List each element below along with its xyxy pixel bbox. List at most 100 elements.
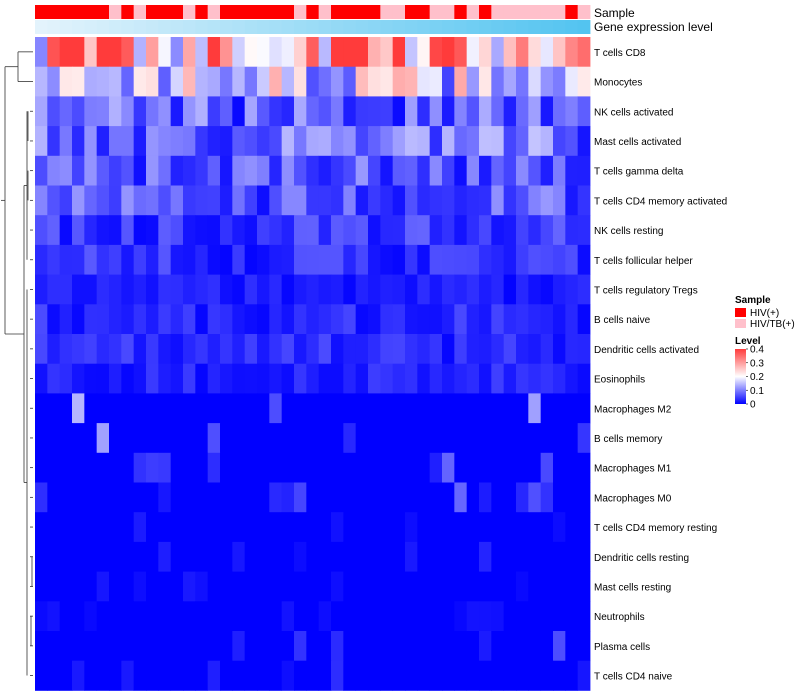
- heatmap-cell: [294, 601, 307, 632]
- heatmap-cell: [232, 363, 246, 394]
- heatmap-cell: [553, 452, 566, 483]
- heatmap-cell: [269, 452, 283, 483]
- heatmap-cell: [281, 66, 295, 97]
- level-tick-label: 0: [750, 400, 756, 411]
- heatmap-cell: [553, 304, 566, 335]
- heatmap-cell: [72, 512, 85, 543]
- heatmap-cell: [84, 304, 98, 335]
- heatmap-cell: [417, 512, 431, 543]
- heatmap-cell: [553, 512, 566, 543]
- heatmap-cell: [528, 601, 542, 632]
- heatmap-cell: [392, 155, 406, 186]
- sample-annotation-cell: [72, 5, 85, 19]
- heatmap-cell: [269, 631, 283, 662]
- expression-annotation-cell: [553, 20, 566, 34]
- heatmap-cell: [72, 541, 85, 572]
- heatmap-cell: [269, 571, 283, 602]
- heatmap-cell: [503, 37, 517, 68]
- heatmap-cell: [380, 482, 394, 513]
- heatmap-cell: [257, 126, 270, 157]
- heatmap-cell: [429, 541, 443, 572]
- heatmap-cell: [503, 304, 517, 335]
- heatmap-cell: [170, 274, 184, 305]
- heatmap-cell: [417, 452, 431, 483]
- heatmap-cell: [405, 631, 418, 662]
- heatmap-cell: [417, 37, 431, 68]
- heatmap-cell: [318, 66, 332, 97]
- heatmap-cell: [207, 304, 221, 335]
- row-label: NK cells activated: [594, 107, 673, 118]
- expression-annotation-cell: [355, 20, 369, 34]
- heatmap-cell: [47, 393, 61, 424]
- heatmap-cell: [491, 660, 505, 691]
- heatmap-cell: [294, 185, 307, 216]
- heatmap-cell: [429, 423, 443, 454]
- heatmap-cell: [553, 215, 566, 246]
- heatmap-cell: [355, 571, 369, 602]
- heatmap-cell: [565, 66, 579, 97]
- heatmap-cell: [220, 571, 233, 602]
- heatmap-cell: [183, 601, 196, 632]
- heatmap-cell: [121, 601, 135, 632]
- heatmap-cell: [466, 334, 480, 365]
- heatmap-cell: [454, 363, 468, 394]
- heatmap-cell: [380, 363, 394, 394]
- heatmap-cell: [368, 512, 381, 543]
- heatmap-cell: [577, 185, 591, 216]
- heatmap-cell: [59, 482, 73, 513]
- heatmap-cell: [306, 304, 320, 335]
- expression-annotation-cell: [442, 20, 455, 34]
- heatmap-cell: [306, 215, 320, 246]
- heatmap-cell: [577, 482, 591, 513]
- heatmap-cell: [47, 126, 61, 157]
- heatmap-cell: [318, 304, 332, 335]
- row-label: Dendritic cells activated: [594, 345, 699, 356]
- heatmap-cell: [454, 452, 468, 483]
- row-label: T cells CD4 memory activated: [594, 196, 727, 207]
- sample-annotation-cell: [516, 5, 529, 19]
- heatmap-cell: [281, 541, 295, 572]
- heatmap-cell: [109, 541, 122, 572]
- heatmap-cell: [503, 423, 517, 454]
- heatmap-cell: [540, 304, 554, 335]
- heatmap-cell: [577, 541, 591, 572]
- heatmap-cell: [109, 215, 122, 246]
- heatmap-cell: [306, 660, 320, 691]
- heatmap-cell: [35, 274, 48, 305]
- heatmap-cell: [257, 155, 270, 186]
- heatmap-cell: [380, 155, 394, 186]
- row-label: Monocytes: [594, 78, 642, 89]
- heatmap-cell: [183, 541, 196, 572]
- heatmap-cell: [84, 571, 98, 602]
- heatmap-cell: [257, 66, 270, 97]
- heatmap-cell: [355, 541, 369, 572]
- heatmap-cell: [466, 274, 480, 305]
- sample-annotation-cell: [257, 5, 270, 19]
- heatmap-cell: [503, 274, 517, 305]
- heatmap-cell: [195, 334, 209, 365]
- heatmap-cell: [479, 452, 492, 483]
- heatmap-cell: [503, 96, 517, 127]
- expression-annotation-cell: [479, 20, 492, 34]
- heatmap-cell: [269, 393, 283, 424]
- heatmap-cell: [158, 482, 172, 513]
- heatmap-cell: [170, 482, 184, 513]
- heatmap-cell: [232, 571, 246, 602]
- heatmap-cell: [207, 512, 221, 543]
- heatmap-cell: [35, 66, 48, 97]
- expression-annotation-cell: [195, 20, 209, 34]
- heatmap-cell: [577, 126, 591, 157]
- heatmap-cell: [355, 155, 369, 186]
- heatmap-cell: [35, 482, 48, 513]
- heatmap-cell: [121, 185, 135, 216]
- heatmap-cell: [577, 304, 591, 335]
- heatmap-cell: [146, 631, 159, 662]
- heatmap-cell: [503, 541, 517, 572]
- heatmap-cell: [35, 363, 48, 394]
- heatmap-cell: [306, 571, 320, 602]
- heatmap-cell: [479, 541, 492, 572]
- heatmap-cell: [392, 37, 406, 68]
- heatmap-cell: [540, 37, 554, 68]
- row-label: NK cells resting: [594, 226, 663, 237]
- heatmap-cell: [109, 482, 122, 513]
